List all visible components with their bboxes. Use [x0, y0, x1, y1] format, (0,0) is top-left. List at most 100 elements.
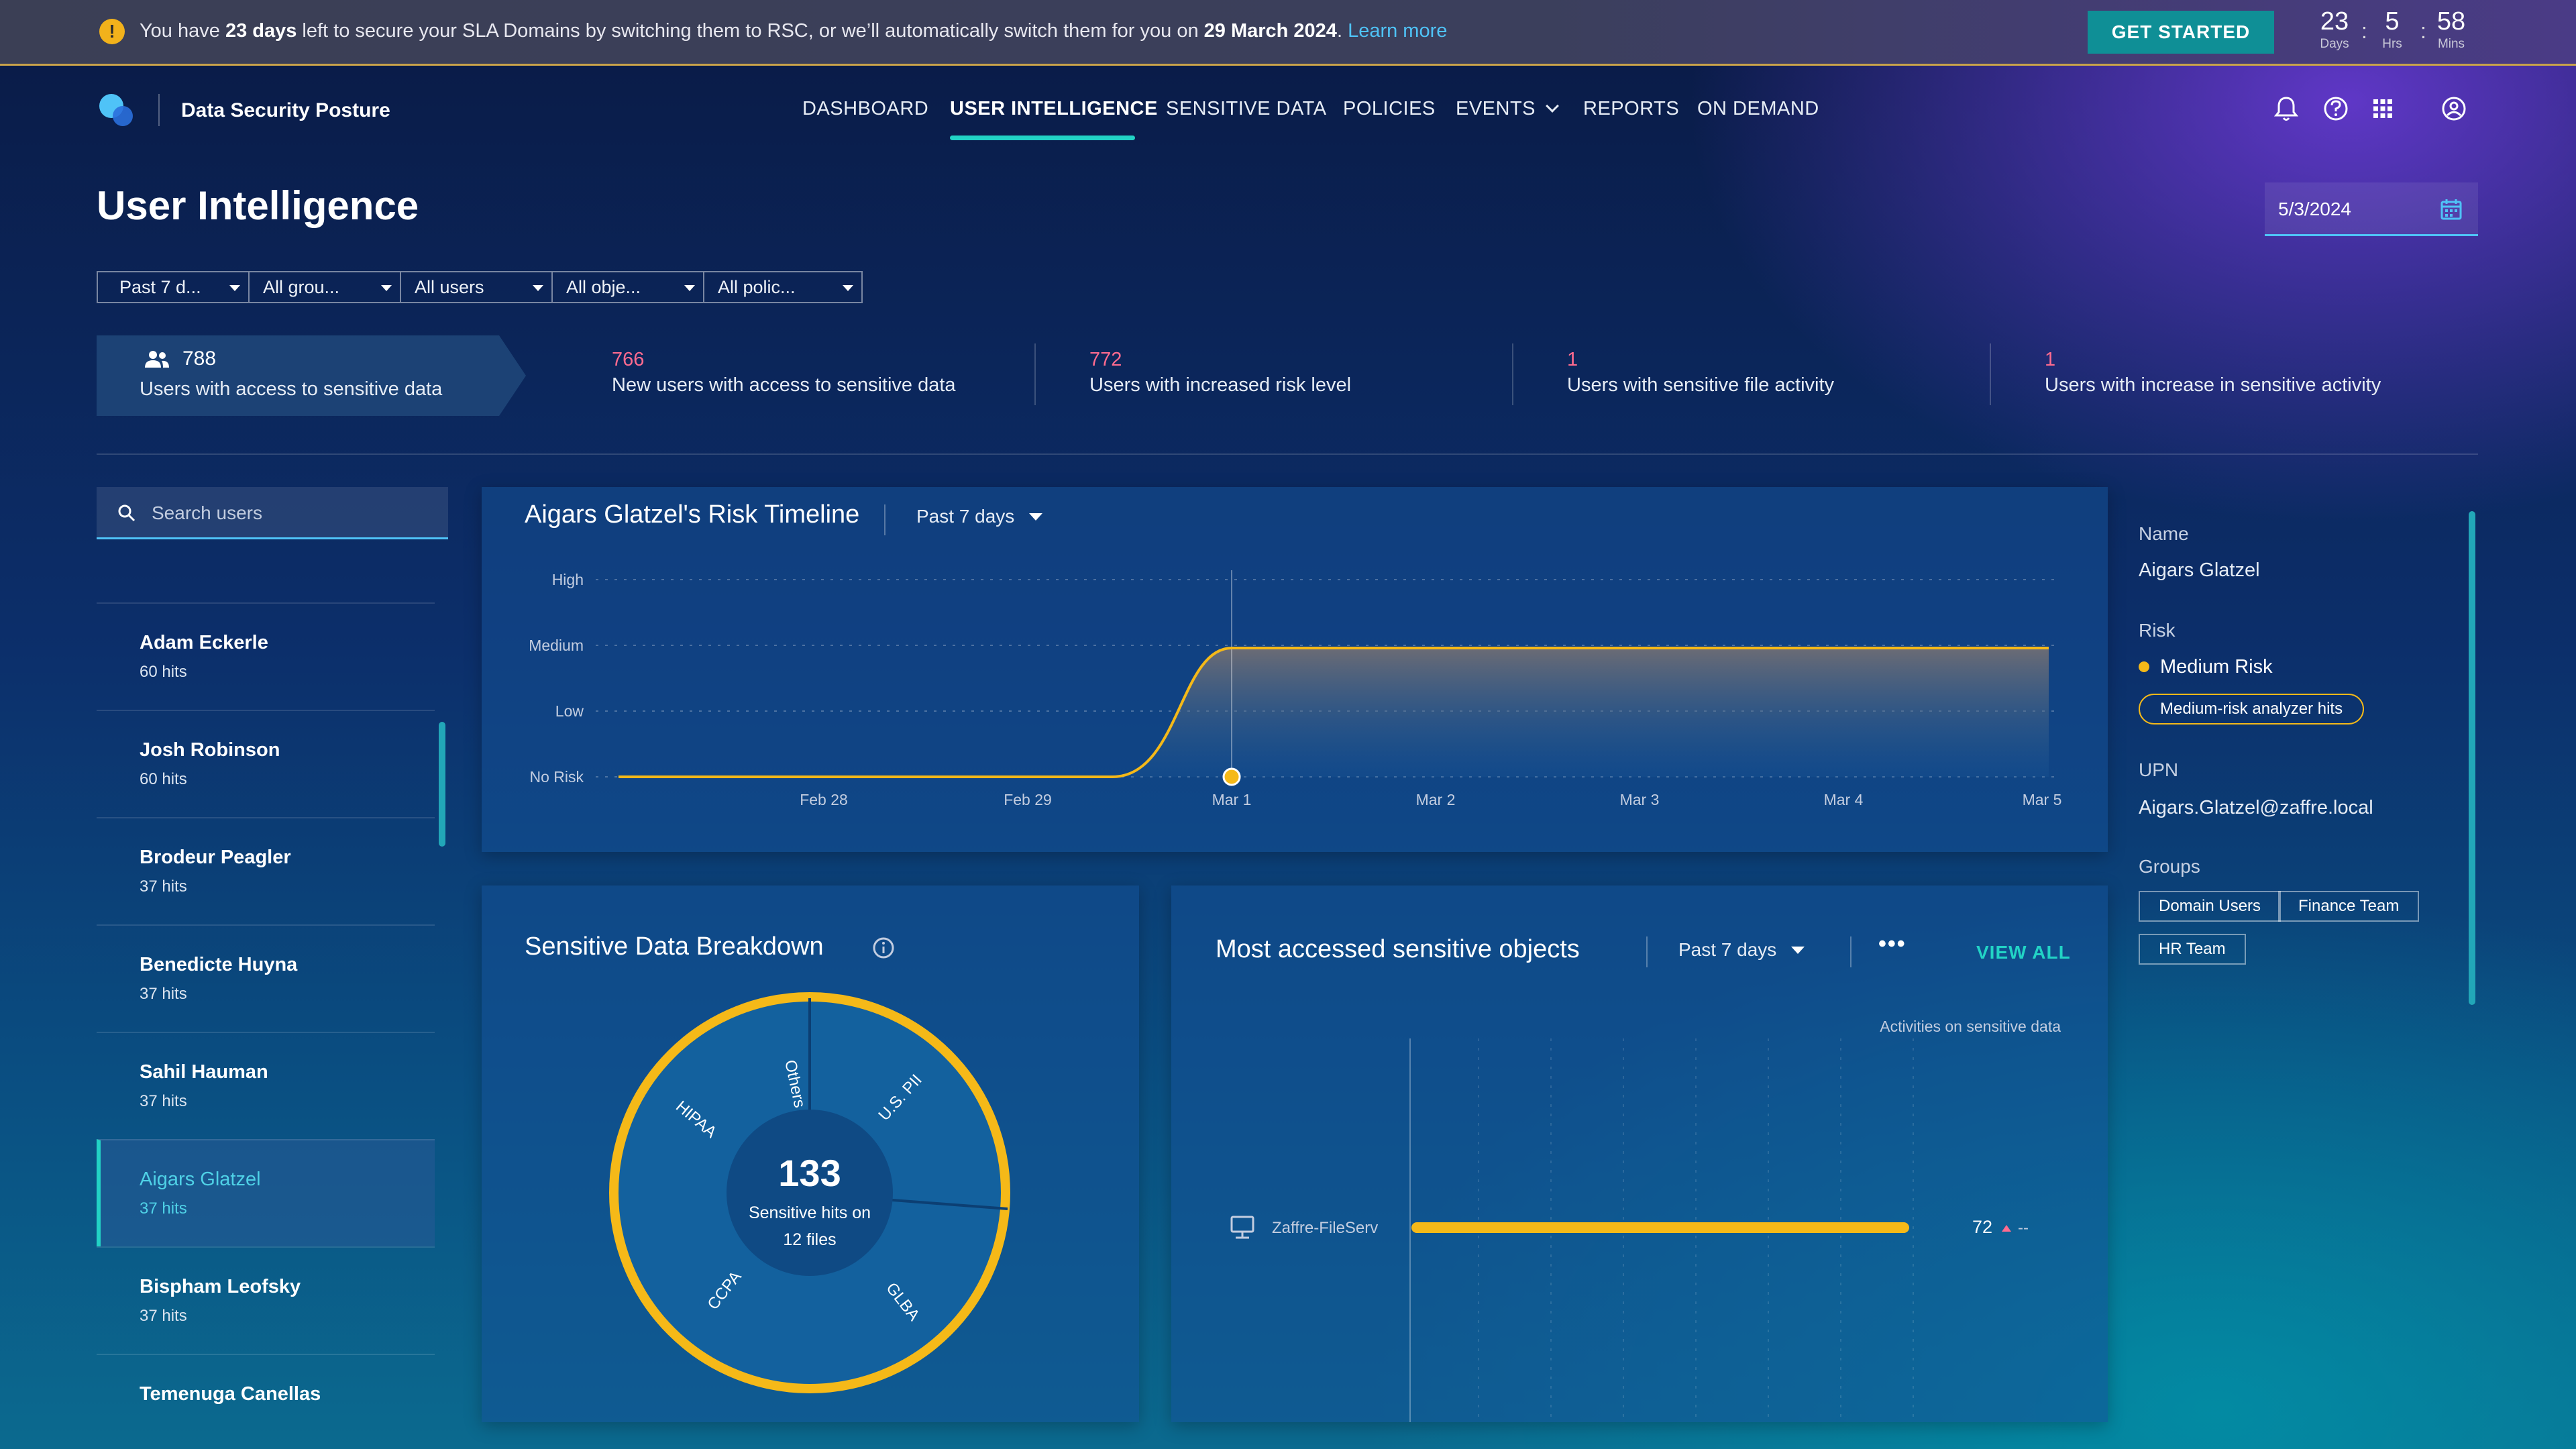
objects-title: Most accessed sensitive objects	[1216, 935, 1580, 963]
summary-new-users[interactable]: 766 New users with access to sensitive d…	[612, 347, 956, 398]
nav-dashboard[interactable]: DASHBOARD	[802, 98, 929, 119]
more-options-icon[interactable]: •••	[1878, 931, 1907, 957]
group-tag[interactable]: Finance Team	[2278, 891, 2420, 922]
group-tag[interactable]: HR Team	[2139, 934, 2246, 965]
active-nav-indicator	[950, 136, 1135, 140]
list-item[interactable]: Josh Robinson 60 hits	[97, 710, 435, 817]
nav-on-demand[interactable]: ON DEMAND	[1697, 98, 1819, 119]
caret-down-icon	[533, 285, 543, 291]
filter-time-range[interactable]: Past 7 d...	[98, 272, 250, 302]
list-item[interactable]: Temenuga Canellas	[97, 1354, 435, 1415]
app-logo-icon[interactable]	[98, 91, 138, 131]
account-icon[interactable]	[2439, 94, 2469, 123]
get-started-button[interactable]: GET STARTED	[2088, 11, 2274, 54]
donut-center	[727, 1110, 893, 1276]
summary-users-with-access[interactable]: 788 Users with access to sensitive data	[97, 335, 526, 416]
x-gridlines	[1478, 1038, 1914, 1422]
nav-sensitive-data[interactable]: SENSITIVE DATA	[1166, 98, 1327, 119]
nav-events[interactable]: EVENTS	[1456, 98, 1559, 120]
date-picker[interactable]	[2265, 182, 2478, 236]
search-input[interactable]	[152, 499, 433, 527]
objects-range-dropdown[interactable]: Past 7 days	[1678, 939, 1805, 961]
selected-point[interactable]	[1222, 767, 1241, 786]
detail-name-label: Name	[2139, 523, 2189, 544]
object-bar[interactable]	[1411, 1222, 1909, 1233]
detail-upn-label: UPN	[2139, 759, 2179, 780]
learn-more-link[interactable]: Learn more	[1348, 20, 1448, 42]
chevron-down-icon	[1546, 99, 1559, 113]
y-tick-label: Low	[555, 702, 584, 720]
bell-icon[interactable]	[2271, 94, 2301, 123]
summary-label: Users with increased risk level	[1089, 374, 1352, 396]
user-hits: 60 hits	[140, 663, 187, 681]
date-input[interactable]	[2278, 196, 2426, 223]
list-item[interactable]: Brodeur Peagler 37 hits	[97, 817, 435, 924]
risk-timeline-chart: High Medium Low No Risk Feb 28 Feb 29 Ma…	[529, 570, 2062, 808]
page-title: User Intelligence	[97, 183, 419, 228]
list-item[interactable]: Bispham Leofsky 37 hits	[97, 1246, 435, 1354]
summary-activity-increase[interactable]: 1 Users with increase in sensitive activ…	[2045, 347, 2381, 398]
calendar-icon[interactable]	[2439, 197, 2463, 221]
summary-label: New users with access to sensitive data	[612, 374, 956, 396]
banner-message: You have 23 days left to secure your SLA…	[140, 20, 1448, 42]
nav-reports[interactable]: REPORTS	[1583, 98, 1680, 119]
user-hits: 37 hits	[140, 1307, 187, 1325]
timeline-range-dropdown[interactable]: Past 7 days	[916, 506, 1043, 527]
summary-value: 772	[1089, 349, 1122, 370]
object-name[interactable]: Zaffre-FileServ	[1272, 1219, 1378, 1237]
apps-grid-icon[interactable]	[2368, 94, 2398, 123]
list-item[interactable]: Sahil Hauman 37 hits	[97, 1032, 435, 1139]
filter-bar: Past 7 d... All grou... All users All ob…	[97, 271, 863, 303]
list-item[interactable]: Benedicte Huyna 37 hits	[97, 924, 435, 1032]
x-tick-label: Mar 5	[2023, 791, 2062, 808]
most-accessed-objects-card: Most accessed sensitive objects Past 7 d…	[1171, 885, 2108, 1422]
nav-user-intelligence[interactable]: USER INTELLIGENCE	[950, 98, 1158, 119]
warning-icon: !	[99, 19, 125, 44]
nav-policies[interactable]: POLICIES	[1343, 98, 1436, 119]
user-list-scrollbar[interactable]	[439, 722, 445, 847]
x-tick-label: Mar 2	[1416, 791, 1456, 808]
filter-users[interactable]: All users	[401, 272, 553, 302]
caret-down-icon	[684, 285, 695, 291]
countdown-hours: 5 Hrs	[2382, 7, 2402, 51]
summary-label: Users with sensitive file activity	[1567, 374, 1835, 396]
filter-groups[interactable]: All grou...	[250, 272, 401, 302]
detail-scrollbar[interactable]	[2469, 511, 2475, 1005]
risk-status-dot	[2139, 661, 2149, 672]
risk-analyzer-pill[interactable]: Medium-risk analyzer hits	[2139, 694, 2365, 724]
summary-value: 766	[612, 349, 645, 370]
x-tick-label: Mar 3	[1620, 791, 1660, 808]
user-name: Aigars Glatzel	[140, 1169, 261, 1190]
timeline-title: Aigars Glatzel's Risk Timeline	[525, 500, 860, 529]
user-hits: 37 hits	[140, 985, 187, 1003]
summary-increased-risk[interactable]: 772 Users with increased risk level	[1089, 347, 1351, 398]
risk-line	[619, 647, 2049, 778]
user-list: Adam Eckerle 60 hits Josh Robinson 60 hi…	[97, 602, 435, 1415]
users-icon	[145, 351, 169, 368]
user-hits: 37 hits	[140, 1199, 187, 1218]
user-hits: 60 hits	[140, 770, 187, 788]
group-tag[interactable]: Domain Users	[2139, 891, 2282, 922]
y-tick-label: No Risk	[529, 768, 584, 786]
segment-dividers	[808, 998, 1008, 1210]
view-all-link[interactable]: VIEW ALL	[1976, 942, 2071, 963]
center-value: 133	[778, 1152, 841, 1194]
y-tick-label: High	[552, 571, 584, 588]
filter-objects[interactable]: All obje...	[553, 272, 704, 302]
user-name: Sahil Hauman	[140, 1061, 268, 1083]
filter-policies[interactable]: All polic...	[704, 272, 861, 302]
summary-value: 1	[1567, 349, 1578, 370]
axis-title: Activities on sensitive data	[1880, 1018, 2061, 1035]
detail-risk: Medium Risk	[2160, 656, 2273, 678]
x-tick-label: Mar 4	[1824, 791, 1864, 808]
help-icon[interactable]	[2321, 94, 2351, 123]
list-item[interactable]: Adam Eckerle 60 hits	[97, 602, 435, 710]
risk-timeline-card: Aigars Glatzel's Risk Timeline Past 7 da…	[482, 487, 2108, 852]
search-users[interactable]	[97, 487, 448, 539]
user-name: Temenuga Canellas	[140, 1383, 321, 1405]
info-icon[interactable]	[872, 936, 895, 959]
summary-file-activity[interactable]: 1 Users with sensitive file activity	[1567, 347, 1834, 398]
y-tick-label: Medium	[529, 637, 584, 654]
user-hits: 37 hits	[140, 1092, 187, 1110]
list-item-selected[interactable]: Aigars Glatzel 37 hits	[97, 1139, 435, 1246]
